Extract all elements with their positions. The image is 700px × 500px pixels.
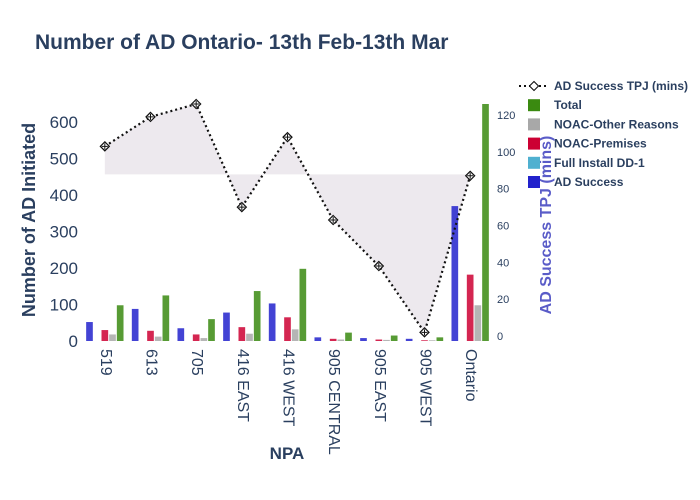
bar-noac-premises [375, 339, 383, 341]
y-tick-label: 500 [50, 150, 78, 169]
bar-ad-success [268, 303, 276, 341]
bar-total [299, 268, 307, 341]
bar-noac-other-reasons [383, 339, 390, 341]
legend-item: AD Success [528, 175, 624, 189]
tpj-marker [464, 170, 476, 182]
legend-item: Total [528, 98, 582, 112]
legend-item: NOAC-Premises [528, 137, 647, 151]
legend-swatch [528, 137, 540, 150]
legend-marker-swatch [528, 80, 540, 92]
bar-total [345, 332, 352, 341]
legend-label: Full Install DD-1 [554, 156, 645, 170]
y-tick-label: 0 [69, 332, 78, 351]
bar-noac-other-reasons [154, 336, 162, 341]
legend-label: AD Success [554, 175, 624, 189]
y2-tick-label: 60 [497, 221, 509, 233]
y2-tick-label: 120 [497, 110, 515, 122]
legend-label: Total [554, 98, 582, 112]
bar-ad-success [177, 328, 185, 341]
y2-tick-label: 20 [497, 294, 509, 306]
y-tick-label: 200 [50, 259, 78, 278]
bar-total [208, 319, 215, 341]
bar-ad-success [405, 338, 413, 341]
bar-noac-premises [192, 334, 200, 341]
y2-tick-label: 100 [497, 147, 515, 159]
tpj-marker [373, 260, 385, 272]
bar-noac-premises [238, 327, 246, 341]
y2-tick-label: 80 [497, 184, 509, 196]
bar-noac-other-reasons [109, 334, 116, 341]
y-tick-label: 400 [50, 186, 78, 205]
x-tick-label: 416 EAST [234, 349, 251, 422]
bar-total [390, 335, 398, 341]
x-tick-label: 519 [97, 349, 114, 376]
x-tick-label: 905 EAST [371, 349, 388, 422]
x-tick-label: 905 CENTRAL [325, 349, 342, 455]
bar-noac-premises [101, 330, 109, 341]
bar-total [116, 305, 124, 341]
bar-ad-success [314, 337, 322, 341]
bar-noac-other-reasons [246, 333, 253, 341]
legend-item: NOAC-Other Reasons [528, 117, 679, 131]
y-tick-label: 300 [50, 223, 78, 242]
bar-ad-success [360, 338, 367, 341]
bar-total [253, 291, 261, 341]
bar-total [436, 337, 444, 341]
tpj-marker [190, 98, 202, 110]
tpj-marker [236, 201, 248, 213]
bar-noac-premises [466, 274, 474, 341]
x-tick-label: Ontario [462, 349, 479, 402]
x-tick-label: 416 WEST [280, 349, 297, 427]
x-tick-label: 905 WEST [417, 349, 434, 427]
bar-total [482, 104, 489, 341]
y-tick-label: 100 [50, 296, 78, 315]
bar-ad-success [86, 322, 93, 341]
tpj-marker [145, 111, 156, 123]
bar-noac-premises [329, 338, 337, 341]
y2-tick-label: 40 [497, 257, 509, 269]
legend-swatch [528, 99, 540, 112]
tpj-marker [99, 141, 111, 152]
bar-noac-premises [284, 317, 291, 341]
tpj-marker [419, 326, 430, 338]
bar-noac-other-reasons [291, 329, 299, 341]
x-tick-label: 705 [188, 349, 205, 376]
chart-title: Number of AD Ontario- 13th Feb-13th Mar [35, 31, 448, 54]
bar-ad-success [451, 206, 459, 341]
tpj-marker [282, 131, 293, 143]
y-tick-label: 600 [50, 113, 78, 132]
bar-ad-success [223, 312, 230, 341]
bar-noac-other-reasons [474, 305, 482, 341]
legend-label: AD Success TPJ (mins) [554, 79, 688, 93]
legend-swatch [528, 176, 540, 188]
bar-total [162, 295, 170, 341]
bar-ad-success [131, 308, 139, 341]
legend-label: NOAC-Premises [554, 137, 647, 151]
legend-item: Full Install DD-1 [528, 156, 645, 170]
y2-tick-label: 0 [497, 331, 503, 343]
tpj-marker [327, 214, 339, 226]
bar-noac-other-reasons [200, 338, 208, 341]
x-axis-title: NPA [270, 444, 305, 463]
bar-noac-other-reasons [337, 339, 345, 341]
legend-item: AD Success TPJ (mins) [519, 79, 688, 93]
tpj-line [104, 102, 472, 335]
bar-noac-other-reasons [428, 340, 436, 341]
legend-label: NOAC-Other Reasons [554, 117, 679, 131]
y2-axis-title: AD Success TPJ (mins) [538, 136, 555, 315]
legend-swatch [528, 118, 540, 131]
legend-swatch [528, 156, 540, 169]
tpj-fill-area [104, 104, 471, 333]
bar-noac-premises [147, 330, 154, 341]
x-tick-label: 613 [143, 349, 160, 376]
y-axis-title: Number of AD Initiated [19, 123, 39, 317]
bar-noac-premises [421, 340, 428, 341]
